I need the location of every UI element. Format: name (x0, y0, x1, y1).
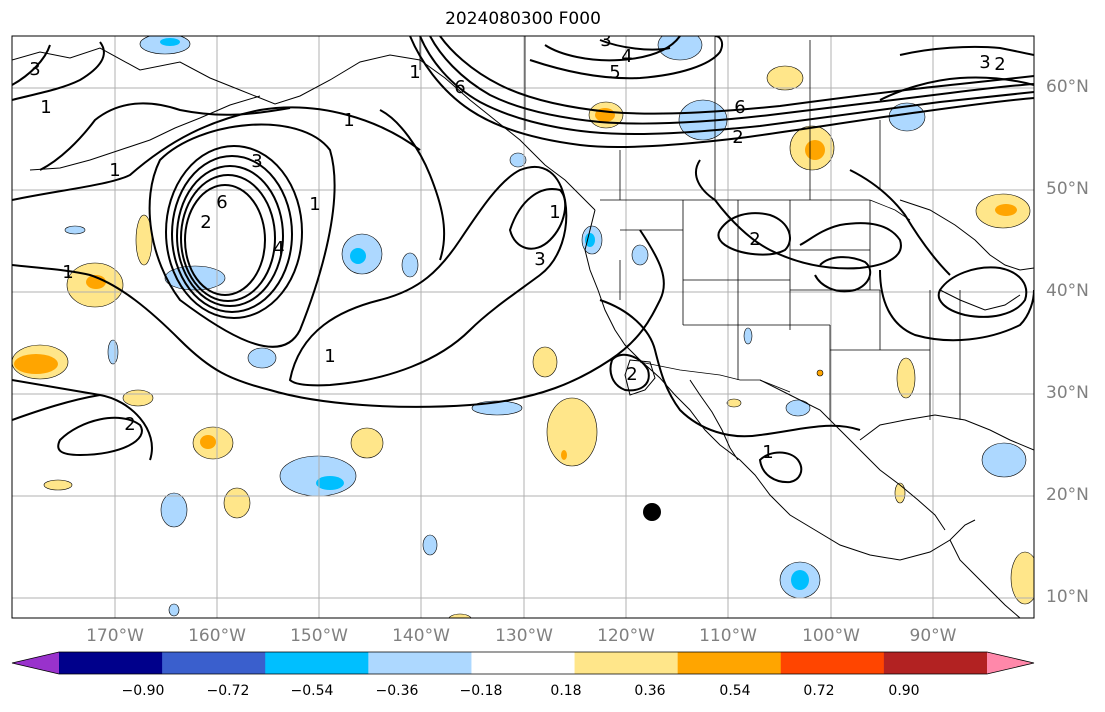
contour-label: 3 (29, 59, 40, 80)
colorbar-extend-low (12, 652, 59, 674)
lon-label: 160°W (188, 626, 246, 646)
lat-label: 20°N (1046, 485, 1089, 505)
lon-label: 170°W (86, 626, 144, 646)
contour-label: 6 (734, 97, 745, 118)
colorbar-segment (471, 652, 576, 674)
contour-label: 2 (732, 127, 743, 148)
colorbar-outline (11, 651, 1035, 675)
contour-label: 3 (979, 52, 990, 73)
colorbar (11, 651, 1035, 675)
lat-label: 10°N (1046, 587, 1089, 607)
colorbar-segment (780, 652, 885, 674)
location-marker (643, 503, 661, 521)
contour-label: 3 (600, 30, 611, 51)
contour-label: 6 (454, 77, 465, 98)
plot-frame (11, 35, 1035, 619)
lon-label: 100°W (802, 626, 860, 646)
colorbar-segment (574, 652, 679, 674)
colorbar-segment (162, 652, 266, 674)
lon-label: 150°W (290, 626, 348, 646)
lat-label: 60°N (1046, 77, 1089, 97)
colorbar-segment (59, 652, 163, 674)
lat-label: 50°N (1046, 179, 1089, 199)
coastlines (12, 47, 1034, 618)
contour-label: 4 (621, 46, 632, 67)
contour-label: 2 (626, 364, 637, 385)
contour-label: 3 (534, 249, 545, 270)
colorbar-tick-label: 0.54 (719, 683, 751, 699)
contour-label: 1 (324, 346, 335, 367)
colorbar-tick-label: 0.36 (634, 683, 666, 699)
contour-lines (12, 36, 1034, 484)
contour-label: 2 (124, 414, 135, 435)
colorbar-segment (883, 652, 988, 674)
colorbar-extend-high (987, 652, 1034, 674)
contour-label: 1 (309, 194, 320, 215)
contour-label: 5 (609, 62, 620, 83)
colorbar-segment (677, 652, 782, 674)
colorbar-tick-label: −0.90 (121, 683, 165, 699)
lat-label: 40°N (1046, 281, 1089, 301)
colorbar-segment (368, 652, 472, 674)
lat-label: 30°N (1046, 383, 1089, 403)
map-title: 2024080300 F000 (445, 9, 601, 29)
contour-label: 3 (251, 151, 262, 172)
lon-label: 120°W (597, 626, 655, 646)
contour-label: 1 (62, 262, 73, 283)
colorbar-tick-label: 0.18 (550, 683, 582, 699)
colorbar-tick-label: −0.36 (375, 683, 419, 699)
contour-label: 2 (749, 229, 760, 250)
contour-label: 1 (40, 97, 51, 118)
colorbar-tick-label: 0.90 (888, 683, 920, 699)
lon-label: 110°W (699, 626, 757, 646)
contour-label: 1 (409, 62, 420, 83)
colorbar-tick-label: −0.54 (290, 683, 334, 699)
colorbar-tick-label: −0.72 (206, 683, 250, 699)
contour-label: 6 (216, 192, 227, 213)
contour-label: 2 (200, 212, 211, 233)
contour-label-group: 3 1 1 1 3 6 1 4 3 1 2 2 3 4 5 6 6 2 2 1 … (29, 30, 1005, 463)
contour-label: 2 (994, 54, 1005, 75)
contour-label: 1 (549, 202, 560, 223)
colorbar-segment (265, 652, 369, 674)
colorbar-tick-label: 0.72 (803, 683, 835, 699)
lon-label: 130°W (495, 626, 553, 646)
contour-label: 4 (273, 238, 284, 259)
contour-label: 1 (343, 110, 354, 131)
contour-label: 1 (109, 160, 120, 181)
lon-label: 140°W (392, 626, 450, 646)
contour-label: 1 (762, 442, 773, 463)
colorbar-tick-label: −0.18 (459, 683, 503, 699)
lon-label: 90°W (909, 626, 957, 646)
